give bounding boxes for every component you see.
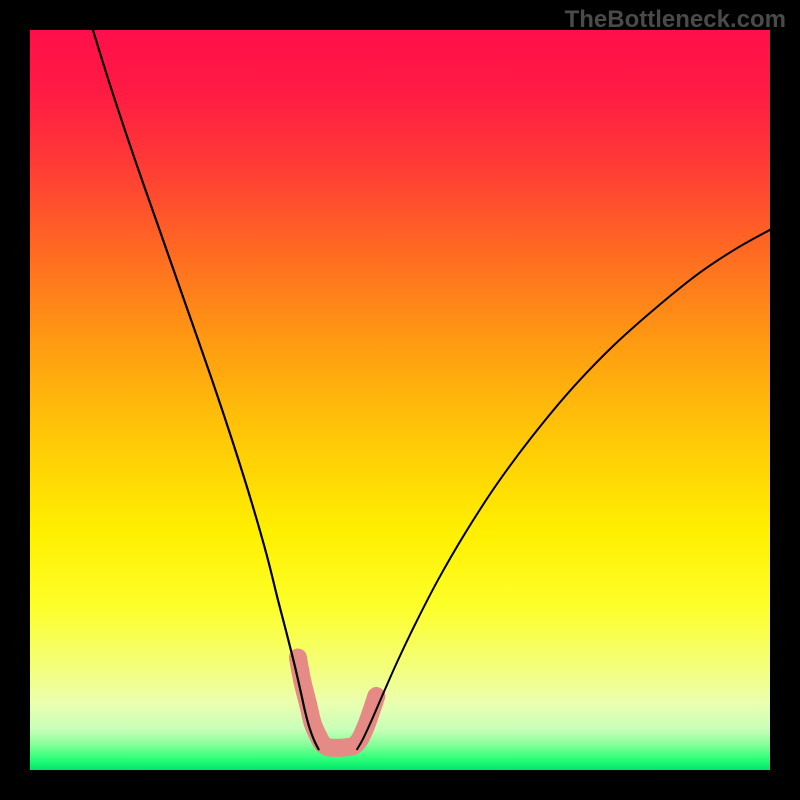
curve-right-branch bbox=[357, 230, 770, 749]
plot-area bbox=[30, 30, 770, 770]
watermark-text: TheBottleneck.com bbox=[565, 6, 786, 34]
curve-left-branch bbox=[93, 30, 319, 749]
chart-svg bbox=[30, 30, 770, 770]
